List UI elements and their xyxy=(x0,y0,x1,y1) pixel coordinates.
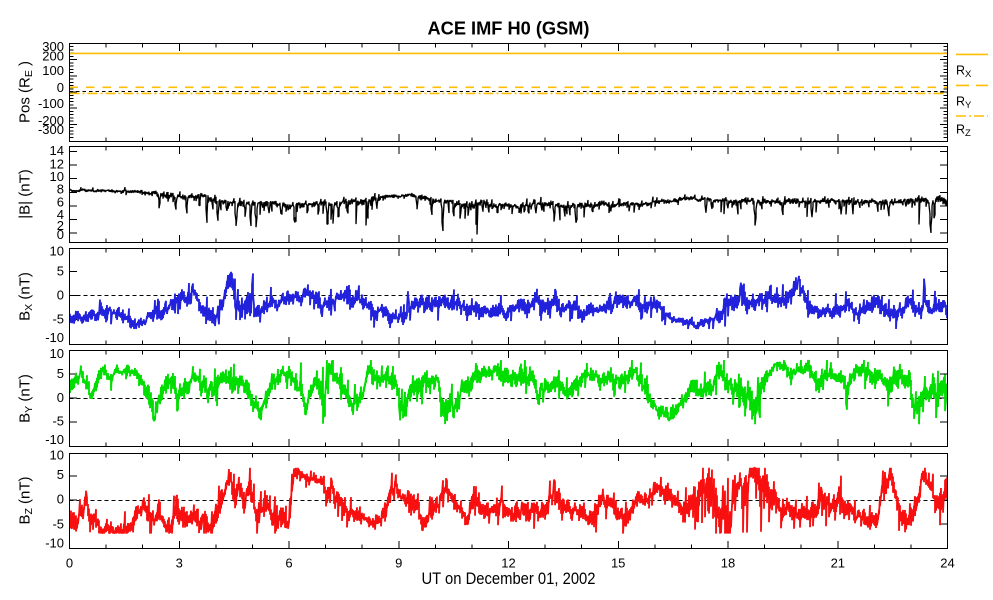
svg-text:0: 0 xyxy=(57,492,64,507)
svg-text:-10: -10 xyxy=(45,432,64,447)
svg-text:0: 0 xyxy=(57,390,64,405)
svg-text:10: 10 xyxy=(50,448,64,463)
svg-text:BZ (nT): BZ (nT) xyxy=(17,476,36,524)
svg-text:8: 8 xyxy=(57,182,64,197)
svg-text:5: 5 xyxy=(57,467,64,482)
svg-text:|B| (nT): |B| (nT) xyxy=(17,169,34,218)
svg-text:200: 200 xyxy=(42,49,64,64)
svg-text:-5: -5 xyxy=(52,414,64,429)
svg-text:-10: -10 xyxy=(45,536,64,551)
svg-text:0: 0 xyxy=(57,80,64,95)
svg-text:18: 18 xyxy=(721,556,735,571)
svg-text:10: 10 xyxy=(50,169,64,184)
svg-text:BY (nT): BY (nT) xyxy=(17,374,36,423)
svg-text:ACE IMF H0 (GSM): ACE IMF H0 (GSM) xyxy=(428,18,590,39)
svg-text:0: 0 xyxy=(66,556,73,571)
svg-text:-300: -300 xyxy=(38,122,64,137)
svg-text:3: 3 xyxy=(176,556,183,571)
svg-text:24: 24 xyxy=(940,556,954,571)
svg-text:-5: -5 xyxy=(52,312,64,327)
svg-text:-5: -5 xyxy=(52,516,64,531)
svg-text:-100: -100 xyxy=(38,96,64,111)
svg-text:2: 2 xyxy=(57,218,64,233)
svg-text:100: 100 xyxy=(42,63,64,78)
svg-text:15: 15 xyxy=(611,556,625,571)
svg-text:Pos (RE ): Pos (RE ) xyxy=(17,61,36,123)
svg-text:6: 6 xyxy=(285,556,292,571)
svg-text:14: 14 xyxy=(50,143,64,158)
svg-text:0: 0 xyxy=(57,227,64,242)
svg-text:5: 5 xyxy=(57,366,64,381)
svg-text:12: 12 xyxy=(50,157,64,172)
svg-text:5: 5 xyxy=(57,264,64,279)
svg-text:-10: -10 xyxy=(45,330,64,345)
svg-text:10: 10 xyxy=(50,244,64,259)
svg-text:9: 9 xyxy=(395,556,402,571)
svg-text:12: 12 xyxy=(501,556,515,571)
svg-text:BX (nT): BX (nT) xyxy=(17,272,36,321)
svg-text:6: 6 xyxy=(57,194,64,209)
svg-text:UT on December 01, 2002: UT on December 01, 2002 xyxy=(422,569,596,588)
svg-text:4: 4 xyxy=(57,207,64,222)
svg-text:0: 0 xyxy=(57,287,64,302)
svg-text:21: 21 xyxy=(831,556,845,571)
svg-text:10: 10 xyxy=(50,346,64,361)
svg-text:-200: -200 xyxy=(38,113,64,128)
svg-text:300: 300 xyxy=(42,39,64,54)
